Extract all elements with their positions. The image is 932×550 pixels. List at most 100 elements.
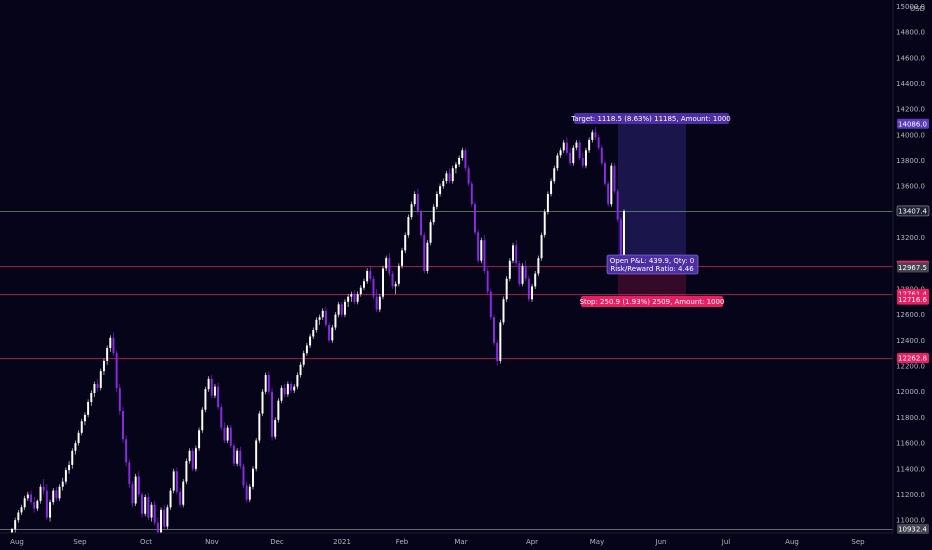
candle-body [293,386,296,391]
candle-body [87,401,90,415]
price-tick-label: 11800.0 [896,414,925,422]
price-tick-label: 15000.0 [896,3,925,11]
candle-body [229,427,232,446]
candle-body [90,393,93,402]
candle-body [531,286,534,300]
candle-body [71,450,74,465]
candle-body [198,430,201,449]
candle-body [565,142,568,153]
candle-body [448,173,451,182]
candle-body [125,439,128,463]
price-level-tag[interactable]: 12967.5 [897,262,929,273]
time-tick-label: Aug [10,538,24,546]
candle-body [556,155,559,169]
time-axis[interactable] [0,533,893,550]
candle-body [426,242,429,271]
candle-body [236,450,239,464]
price-level-tag[interactable]: 12262.8 [897,352,929,363]
candle-body [232,445,235,464]
candle-body [375,296,378,310]
price-level-tag[interactable]: 12716.6 [897,294,929,305]
candle-body [480,240,483,261]
price-level-tag-text: 12967.5 [898,264,927,272]
candle-body [201,409,204,431]
candle-body [39,486,42,501]
time-tick-label: Dec [270,538,284,546]
price-tick-label: 12000.0 [896,388,925,396]
candle-body [619,219,622,259]
candle-body [324,310,327,325]
pnl-label[interactable]: Open P&L: 439.9, Qty: 0 Risk/Reward Rati… [606,254,699,275]
candle-body [45,490,48,518]
candle-body [362,281,365,288]
candle-body [36,500,39,509]
candle-body [581,157,584,166]
candle-body [26,494,29,499]
candle-body [160,509,163,533]
candle-body [594,132,597,138]
candle-body [245,485,248,500]
candle-body [527,278,530,300]
candle-body [166,507,169,527]
price-level-tag[interactable]: 10932.4 [897,523,929,534]
candle-body [493,317,495,343]
candle-body [353,294,356,302]
price-tick-label: 14600.0 [896,54,925,62]
candle-body [442,181,445,187]
price-tick-label: 11000.0 [896,517,925,525]
candle-body [302,353,305,365]
profit-zone[interactable] [618,123,686,268]
candle-body [388,258,391,274]
candle-body [515,245,518,264]
price-level-tag-box [897,118,929,129]
candle-body [540,235,543,259]
target-label-text: Target: 1118.5 (8.63%) 11185, Amount: 10… [570,115,731,123]
stop-label[interactable]: Stop: 250.9 (1.93%) 2509, Amount: 1000 [580,296,725,307]
candle-body [543,211,546,236]
candle-body [226,427,229,441]
candle-body [248,486,251,500]
time-tick-label: Mar [454,538,467,546]
time-tick-label: Sep [851,538,865,546]
candle-body [277,400,280,420]
price-level-tag-box [897,294,929,305]
price-level-tag-box [897,352,929,363]
candle-body [477,232,480,261]
price-level-tag[interactable]: 14086.0 [897,118,929,129]
candle-body [461,150,464,158]
time-tick-label: May [590,538,604,546]
price-level-tag[interactable]: 13407.4 [896,205,930,217]
currency-label[interactable]: USD [910,5,925,13]
candle-body [537,258,540,274]
time-tick-label: Jun [655,538,667,546]
candle-body [489,291,492,318]
candle-body [141,494,143,514]
candle-body [502,299,505,323]
candle-body [372,278,375,297]
candle-body [207,378,210,390]
candle-body [584,150,587,166]
candle-body [52,490,55,503]
time-tick-label: Nov [205,538,219,546]
candle-body [385,258,388,269]
candle-body [429,222,432,243]
candle-body [559,150,562,156]
price-axis[interactable] [893,0,932,550]
ratio-label-text: Risk/Reward Ratio: 4.46 [610,265,694,273]
candle-body [331,327,334,341]
candle-body [397,265,400,284]
candle-body [432,206,435,223]
candle-body [413,193,416,205]
target-label[interactable]: Target: 1118.5 (8.63%) 11185, Amount: 10… [570,113,731,124]
candle-body [508,260,511,279]
candle-body [597,137,600,148]
candle-body [572,147,575,164]
candle-body [68,464,71,471]
candle-body [182,481,185,505]
time-tick-label: Jul [721,538,731,546]
candle-body [147,497,150,518]
candle-body [299,364,302,376]
candle-body [83,414,86,422]
candle-body [467,168,470,184]
